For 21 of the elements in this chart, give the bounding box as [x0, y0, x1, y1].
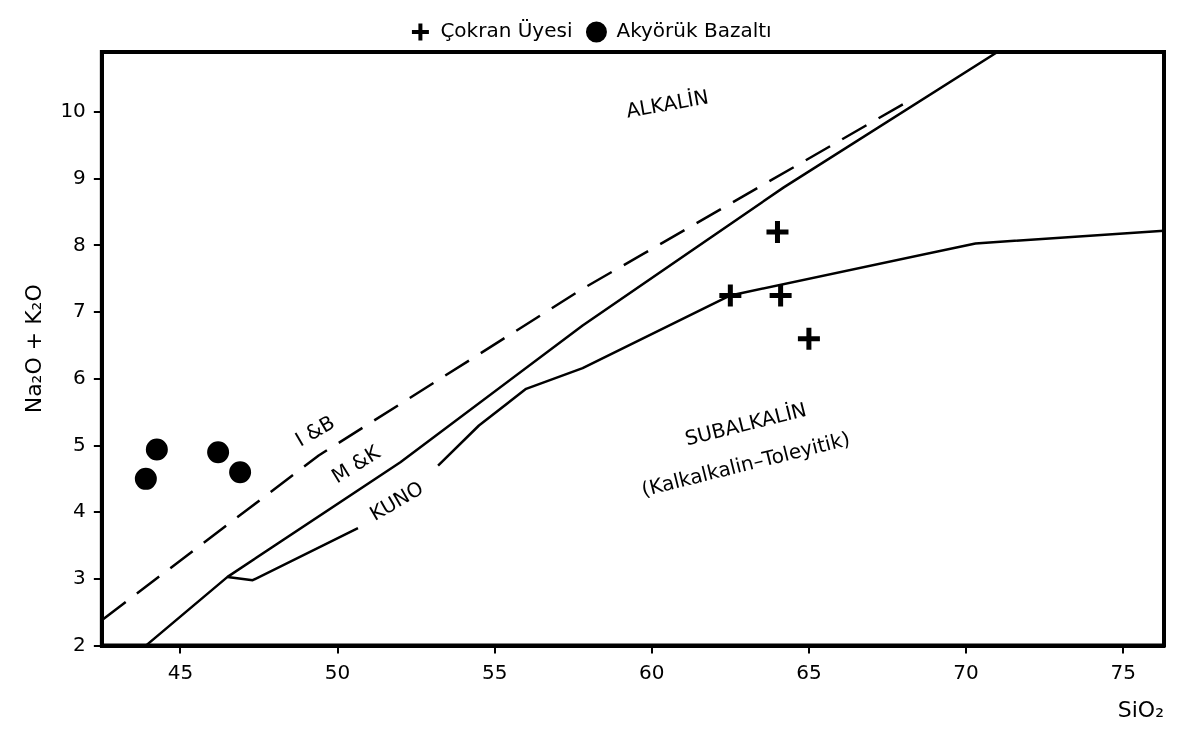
- legend-label: Çokran Üyesi: [440, 18, 573, 43]
- y-tick-label: 7: [73, 298, 86, 323]
- x-tick-label: 75: [1110, 659, 1136, 684]
- y-axis-title: Na₂O + K₂O: [20, 284, 46, 414]
- y-tick-label: 8: [73, 231, 86, 256]
- y-tick-label: 9: [73, 164, 86, 189]
- y-tick-label: 4: [73, 498, 86, 523]
- x-tick-label: 65: [796, 659, 822, 684]
- y-tick-label: 2: [73, 631, 86, 656]
- x-tick-label: 70: [953, 659, 979, 684]
- y-tick-label: 3: [73, 565, 86, 590]
- legend-label: Akyörük Bazaltı: [616, 18, 772, 43]
- annotation: ALKALİN: [624, 84, 711, 123]
- y-tick-label: 6: [73, 365, 86, 390]
- y-tick-label: 5: [73, 431, 86, 456]
- x-tick-label: 45: [167, 659, 194, 684]
- x-tick-label: 60: [639, 659, 665, 684]
- x-tick-label: 55: [481, 659, 508, 684]
- y-tick-label: 10: [60, 98, 86, 123]
- x-axis-title: SiO₂: [1117, 696, 1164, 722]
- x-tick-label: 50: [324, 659, 351, 684]
